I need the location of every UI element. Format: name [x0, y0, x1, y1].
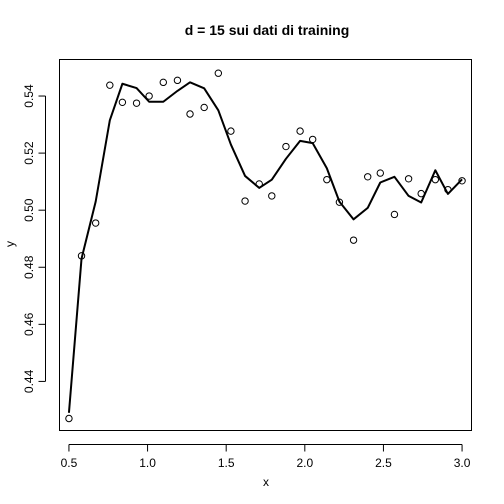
- data-point: [323, 175, 331, 184]
- x-tick-label: 3.0: [454, 456, 471, 470]
- data-point: [458, 177, 466, 185]
- data-point: [118, 98, 127, 107]
- chart-title: d = 15 sui dati di training: [185, 22, 350, 38]
- data-point: [65, 414, 73, 423]
- data-point: [431, 175, 440, 184]
- data-point: [106, 81, 114, 89]
- series-layer: [65, 69, 466, 423]
- data-point: [364, 173, 372, 181]
- x-tick-label: 1.5: [218, 456, 235, 470]
- x-axis: 0.5 1.0 1.5 2.0 2.5 3.0: [61, 444, 471, 470]
- data-point: [227, 127, 235, 135]
- data-point: [145, 92, 153, 100]
- x-tick-label: 2.5: [375, 456, 392, 470]
- data-point: [417, 189, 425, 198]
- data-point: [200, 103, 208, 112]
- y-tick-label: 0.54: [22, 84, 36, 108]
- x-tick-label: 2.0: [296, 456, 313, 470]
- data-point: [335, 198, 344, 206]
- data-point: [255, 180, 263, 188]
- fitted-line: [67, 81, 463, 413]
- x-tick-label: 1.0: [139, 456, 156, 470]
- y-axis-label: y: [3, 241, 17, 247]
- data-point: [376, 169, 384, 177]
- data-point: [186, 110, 194, 118]
- data-point: [77, 252, 86, 260]
- x-tick-label: 0.5: [61, 456, 78, 470]
- data-point: [241, 197, 249, 205]
- data-point: [296, 127, 304, 135]
- x-axis-label: x: [263, 475, 269, 489]
- data-point: [282, 142, 290, 151]
- y-tick-label: 0.52: [22, 141, 36, 165]
- y-tick-label: 0.46: [22, 312, 36, 336]
- y-tick-label: 0.50: [22, 198, 36, 222]
- data-point: [268, 192, 276, 200]
- data-point: [214, 69, 223, 77]
- plot-frame: [59, 59, 472, 431]
- y-axis: 0.44 0.46 0.48 0.50 0.52 0.54: [22, 84, 46, 393]
- data-point: [132, 99, 141, 107]
- data-point: [404, 175, 413, 183]
- data-point: [91, 219, 100, 227]
- data-point: [159, 78, 167, 87]
- y-tick-label: 0.48: [22, 255, 36, 279]
- data-point: [390, 210, 399, 219]
- data-point: [444, 185, 452, 194]
- data-point: [173, 76, 182, 85]
- y-tick-label: 0.44: [22, 369, 36, 393]
- data-point: [349, 236, 358, 244]
- data-point: [308, 135, 317, 144]
